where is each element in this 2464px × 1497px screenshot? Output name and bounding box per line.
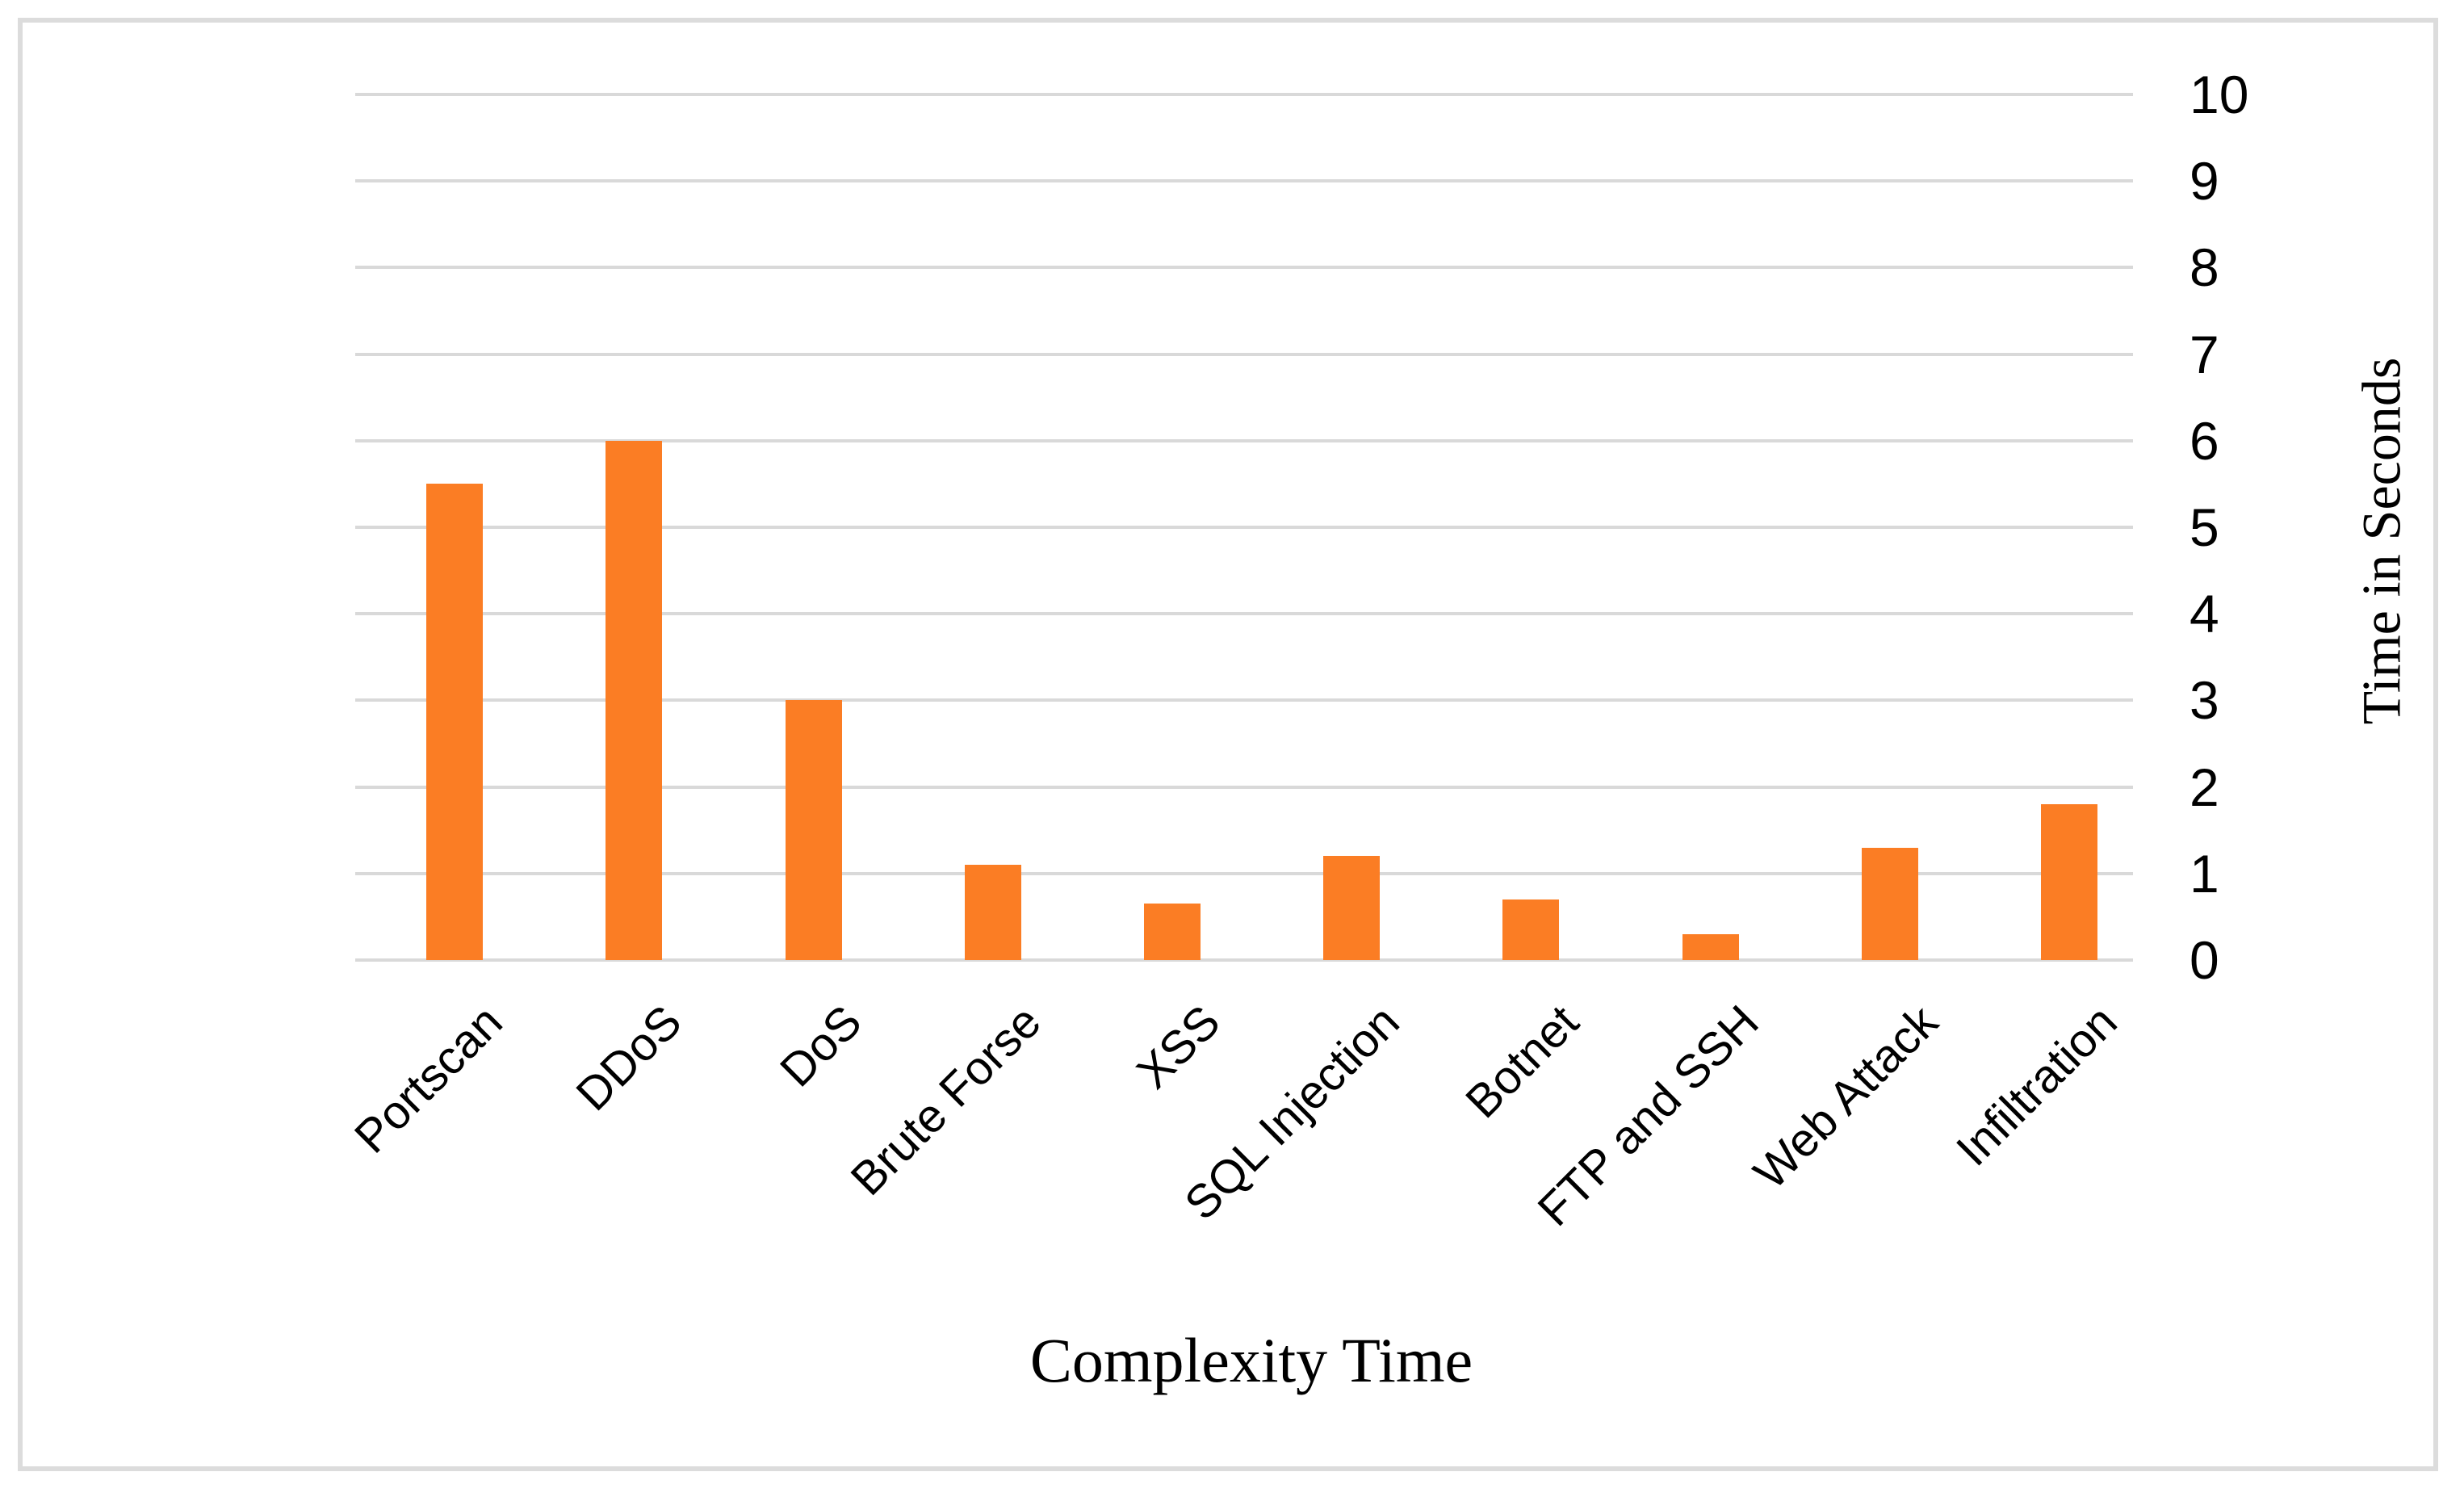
- bar-web-attack: [1861, 847, 1918, 960]
- bar-sql-injection: [1323, 856, 1381, 960]
- x-axis-title: Complexity Time: [1029, 1325, 1473, 1395]
- bar-ftp-and-ssh: [1682, 933, 1739, 960]
- y-tick-label-3: 3: [2190, 670, 2219, 731]
- y-tick-label-5: 5: [2190, 497, 2219, 557]
- gridline-y-3: [355, 698, 2133, 702]
- gridline-y-9: [355, 179, 2133, 183]
- bar-portscan: [426, 484, 484, 960]
- y-tick-label-6: 6: [2190, 410, 2219, 471]
- gridline-y-4: [355, 612, 2133, 616]
- y-tick-label-0: 0: [2190, 930, 2219, 990]
- gridline-y-1: [355, 871, 2133, 875]
- gridline-y-8: [355, 266, 2133, 270]
- bar-brute-forse: [964, 865, 1021, 960]
- y-tick-label-8: 8: [2190, 237, 2219, 298]
- gridline-y-10: [355, 93, 2133, 96]
- bar-xss: [1143, 904, 1201, 960]
- gridline-y-7: [355, 352, 2133, 356]
- figure-border: [18, 18, 2438, 1471]
- bar-dos: [785, 700, 842, 960]
- gridline-y-5: [355, 526, 2133, 529]
- bar-infiltration: [2040, 804, 2097, 960]
- y-tick-label-9: 9: [2190, 151, 2219, 212]
- bar-botnet: [1502, 899, 1560, 960]
- y-tick-label-2: 2: [2190, 757, 2219, 817]
- bar-ddos: [606, 440, 663, 960]
- gridline-y-0: [355, 958, 2133, 962]
- y-tick-label-4: 4: [2190, 584, 2219, 644]
- y-tick-label-1: 1: [2190, 843, 2219, 904]
- y-tick-label-10: 10: [2190, 65, 2249, 124]
- y-tick-label-7: 7: [2190, 324, 2219, 384]
- gridline-y-2: [355, 785, 2133, 789]
- y-axis-title: Time in Seconds: [2350, 357, 2412, 725]
- gridline-y-6: [355, 438, 2133, 442]
